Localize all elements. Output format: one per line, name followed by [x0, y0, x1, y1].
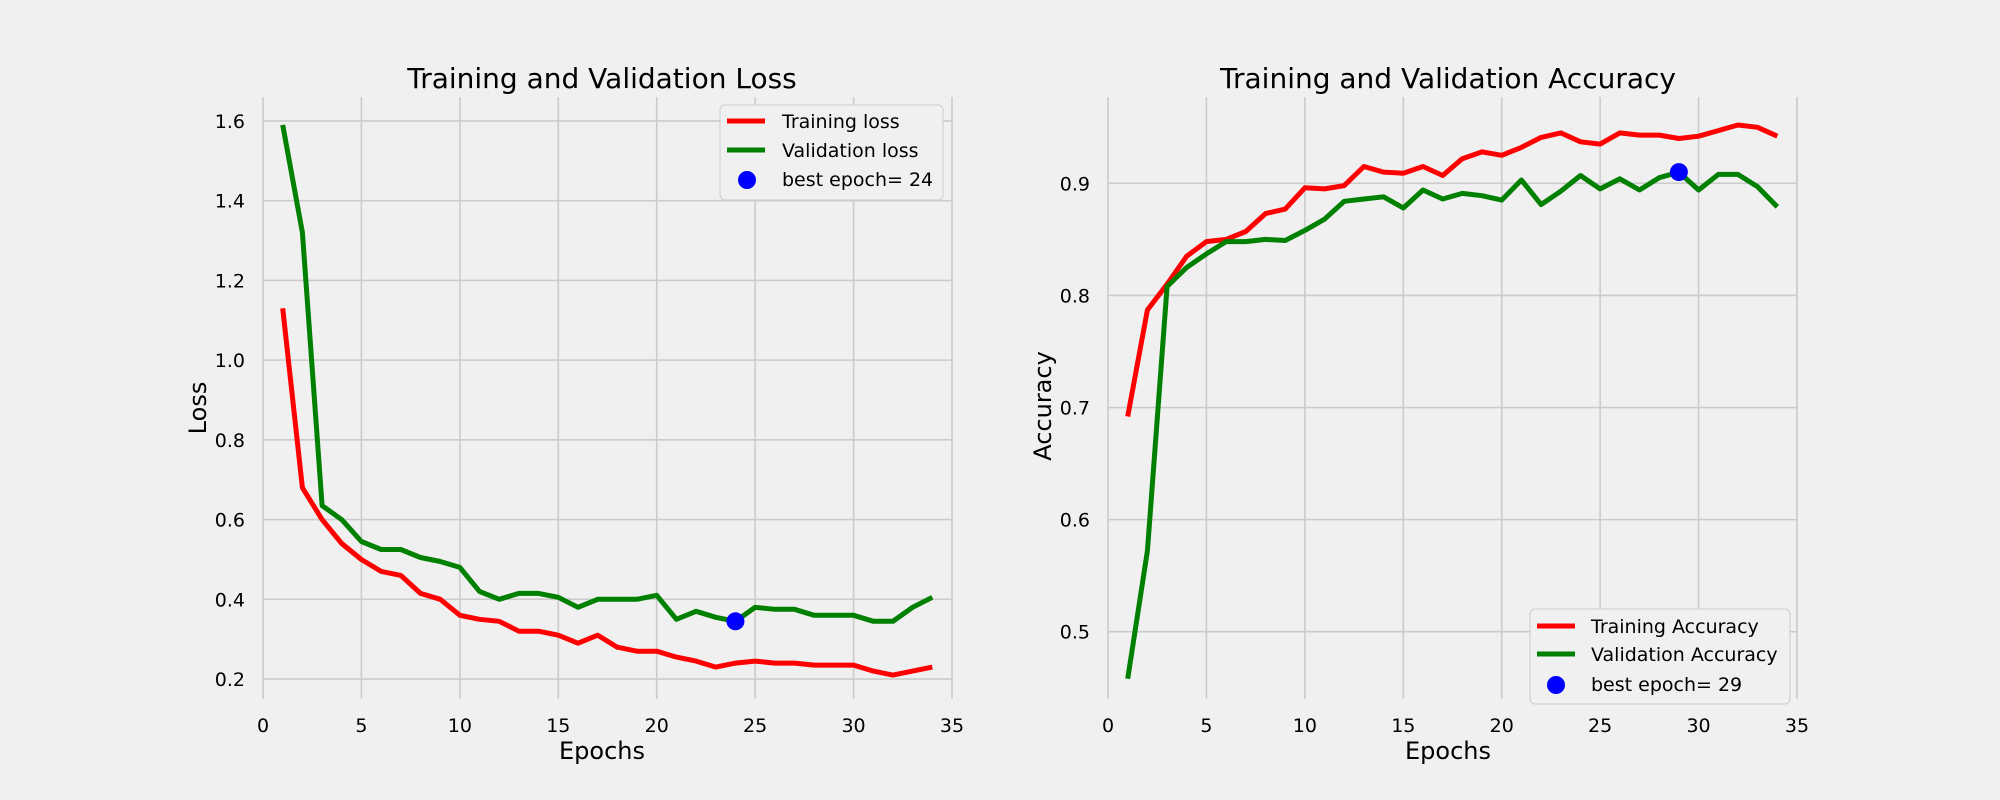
- loss-chart-legend: Training loss Validation loss best epoch…: [719, 104, 944, 201]
- x-tick-label: 35: [940, 715, 964, 737]
- loss-chart-xlabel: Epochs: [559, 737, 645, 765]
- y-tick-label: 0.9: [1060, 173, 1090, 195]
- legend-swatch-best-epoch: [1547, 676, 1565, 694]
- y-tick-label: 0.6: [1060, 510, 1090, 532]
- accuracy-chart-legend: Training Accuracy Validation Accuracy be…: [1529, 608, 1791, 705]
- series-line-validation-loss: [280, 124, 934, 624]
- y-tick-label: 0.2: [215, 669, 245, 691]
- y-tick-label: 1.0: [215, 350, 245, 372]
- x-tick-label: 5: [355, 715, 367, 737]
- best-epoch-marker: [1669, 163, 1688, 182]
- y-tick-label: 0.6: [215, 510, 245, 532]
- legend-frame: [1529, 608, 1791, 705]
- legend-frame: [719, 104, 944, 201]
- x-tick-label: 10: [448, 715, 472, 737]
- y-tick-label: 1.6: [215, 111, 245, 133]
- y-tick-label: 0.8: [1060, 285, 1090, 307]
- y-tick-label: 0.4: [215, 589, 245, 611]
- accuracy-chart: Training and Validation Accuracy Epochs …: [1029, 62, 1809, 765]
- loss-chart: Training and Validation Loss Epochs Loss…: [184, 62, 964, 765]
- loss-chart-ticks: 0 5 10 15 20 25 30 35 0.2 0.4 0.6 0.8 1.0 1.2 1.4 1.6: [215, 111, 964, 737]
- y-tick-label: 0.8: [215, 430, 245, 452]
- legend-label-best-epoch: best epoch= 29: [1591, 674, 1742, 696]
- series-line-training-loss: [280, 308, 933, 678]
- best-epoch-marker: [726, 612, 745, 631]
- accuracy-chart-ticks: 0 5 10 15 20 25 30 35 0.5 0.6 0.7 0.8 0.9: [1060, 173, 1809, 737]
- legend-label-training-accuracy: Training Accuracy: [1590, 616, 1759, 638]
- x-tick-label: 20: [645, 715, 669, 737]
- x-tick-label: 30: [841, 715, 865, 737]
- accuracy-chart-ylabel: Accuracy: [1029, 351, 1057, 461]
- loss-chart-grid: [262, 97, 953, 699]
- loss-chart-series: [280, 124, 934, 678]
- y-tick-label: 0.5: [1060, 622, 1090, 644]
- legend-label-training-loss: Training loss: [781, 111, 900, 133]
- y-tick-label: 1.4: [215, 191, 245, 213]
- accuracy-chart-grid: [1107, 97, 1798, 699]
- x-tick-label: 35: [1785, 715, 1809, 737]
- y-tick-label: 0.7: [1060, 398, 1090, 420]
- x-tick-label: 0: [257, 715, 269, 737]
- x-tick-label: 20: [1490, 715, 1514, 737]
- x-tick-label: 10: [1293, 715, 1317, 737]
- x-tick-label: 30: [1686, 715, 1710, 737]
- x-tick-label: 15: [546, 715, 570, 737]
- loss-chart-ylabel: Loss: [184, 382, 212, 435]
- y-tick-label: 1.2: [215, 270, 245, 292]
- series-line-validation-accuracy: [1125, 169, 1780, 680]
- accuracy-chart-title: Training and Validation Accuracy: [1219, 62, 1676, 95]
- x-tick-label: 5: [1200, 715, 1212, 737]
- loss-chart-title: Training and Validation Loss: [406, 62, 797, 95]
- legend-label-validation-accuracy: Validation Accuracy: [1591, 644, 1778, 666]
- legend-label-best-epoch: best epoch= 24: [782, 169, 933, 191]
- legend-swatch-best-epoch: [738, 171, 756, 189]
- legend-label-validation-loss: Validation loss: [782, 140, 919, 162]
- x-tick-label: 0: [1102, 715, 1114, 737]
- accuracy-chart-series: [1125, 122, 1780, 680]
- x-tick-label: 25: [1588, 715, 1612, 737]
- series-line-training-accuracy: [1125, 122, 1779, 417]
- x-tick-label: 15: [1391, 715, 1415, 737]
- accuracy-chart-xlabel: Epochs: [1405, 737, 1491, 765]
- x-tick-label: 25: [743, 715, 767, 737]
